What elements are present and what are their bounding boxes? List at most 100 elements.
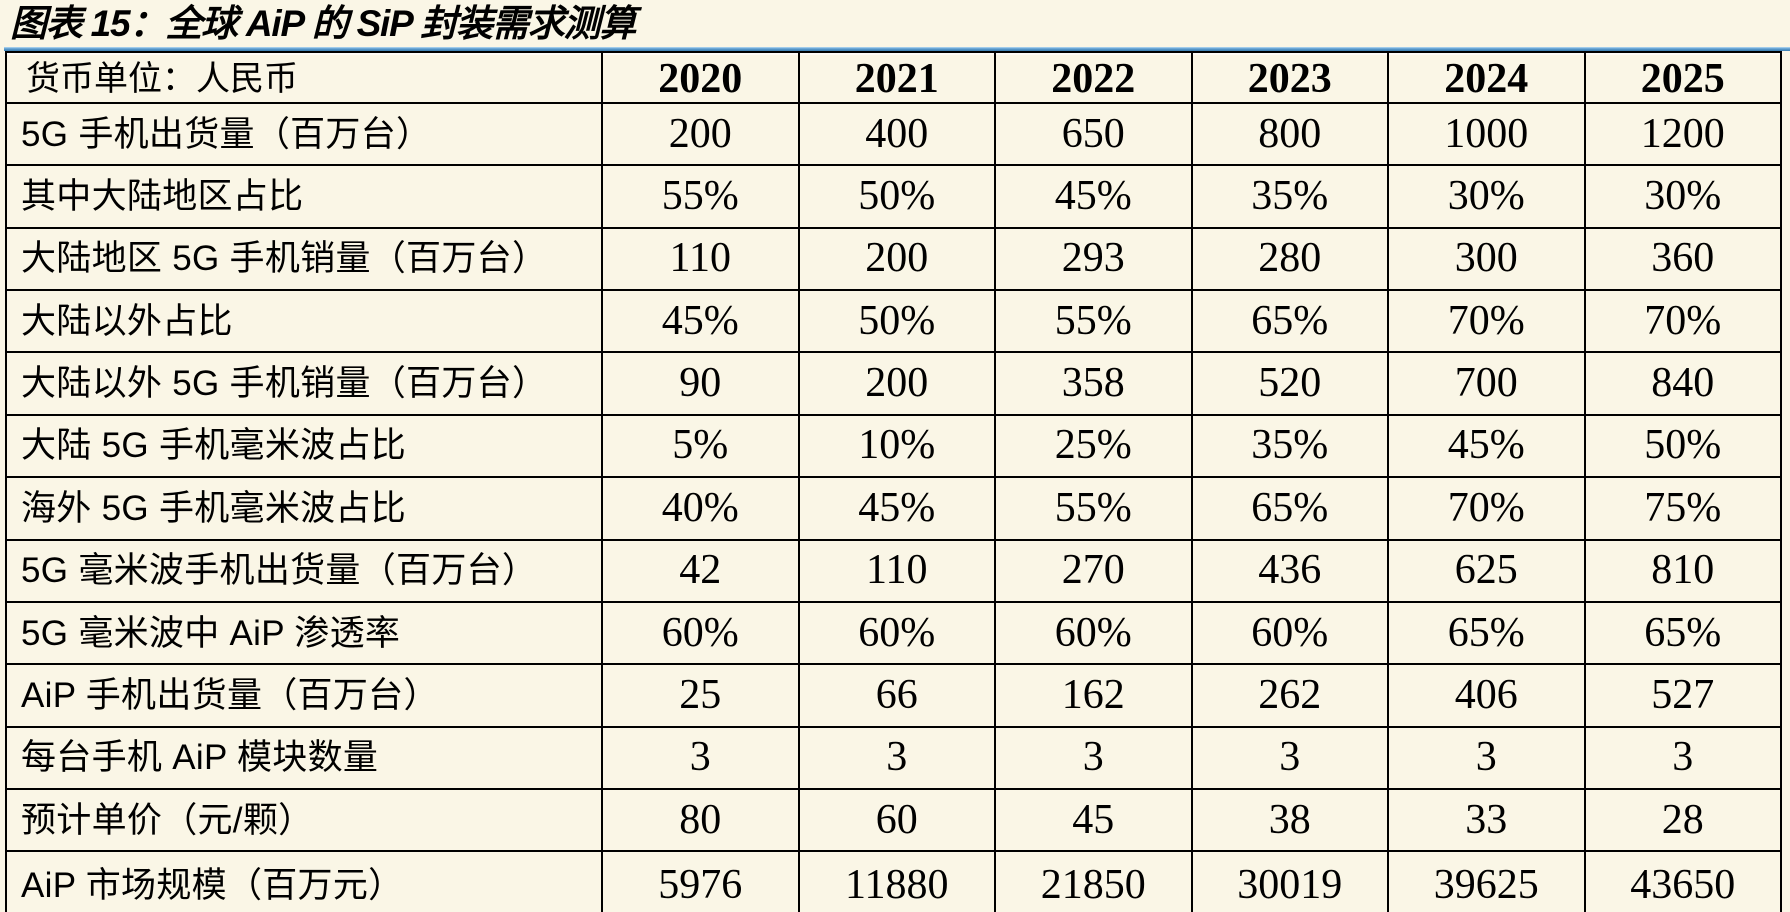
year-header: 2023	[1190, 50, 1389, 105]
year-header: 2020	[601, 50, 800, 105]
table-cell-text: 43650	[1630, 861, 1736, 908]
table-cell: 66	[797, 663, 996, 728]
table-cell: 110	[601, 226, 800, 292]
table-cell: 30%	[1583, 164, 1782, 229]
table-cell-text: 65%	[1644, 609, 1722, 656]
table-cell-text: 1200	[1640, 110, 1725, 157]
table-row: 海外 5G 手机毫米波占比 40% 45% 55% 65% 70% 75%	[5, 476, 1782, 541]
table-row: 大陆地区 5G 手机销量（百万台） 110 200 293 280 300 36…	[5, 226, 1782, 292]
table-cell-text: 650	[1061, 110, 1125, 157]
table-cell-text: 80	[679, 796, 722, 843]
table-cell: 200	[797, 351, 996, 416]
table-row: 其中大陆地区占比 55% 50% 45% 35% 30% 30%	[5, 164, 1782, 229]
table-cell: 3	[601, 725, 800, 790]
table-row: 预计单价（元/颗） 80 60 45 38 33 28	[5, 787, 1782, 853]
table-cell-text: 60%	[1251, 609, 1329, 656]
table-cell: 33	[1387, 787, 1586, 853]
year-header: 2022	[994, 50, 1193, 105]
table-cell: 60%	[994, 600, 1193, 666]
table-cell: 436	[1190, 538, 1389, 603]
table-cell-text: 21850	[1040, 861, 1146, 908]
row-label-text: 大陆 5G 手机毫米波占比	[21, 426, 407, 466]
row-label-text: 其中大陆地区占比	[21, 177, 304, 217]
table-row: 大陆以外 5G 手机销量（百万台） 90 200 358 520 700 840	[5, 351, 1782, 416]
table-cell: 50%	[797, 164, 996, 229]
row-label: 大陆以外占比	[5, 289, 603, 354]
table-cell: 55%	[994, 289, 1193, 354]
title-underline-rule	[4, 46, 1790, 51]
table-cell: 30019	[1190, 850, 1389, 912]
table-cell-text: 33	[1465, 796, 1508, 843]
table-cell: 293	[994, 226, 1193, 292]
year-header-text: 2022	[1051, 55, 1136, 102]
row-label-text: 5G 手机出货量（百万台）	[21, 114, 432, 154]
table-cell-text: 110	[866, 547, 928, 594]
table-cell-text: 5%	[672, 422, 729, 469]
table-cell: 5976	[601, 850, 800, 912]
table-row: 5G 毫米波手机出货量（百万台） 42 110 270 436 625 810	[5, 538, 1782, 603]
table-cell: 60	[797, 787, 996, 853]
table-cell-text: 10%	[858, 422, 936, 469]
table-cell: 90	[601, 351, 800, 416]
table-cell-text: 60%	[661, 609, 739, 656]
table-cell-text: 50%	[858, 297, 936, 344]
table-cell-text: 200	[865, 360, 929, 407]
table-cell-text: 25%	[1054, 422, 1132, 469]
row-label: 5G 手机出货量（百万台）	[5, 102, 603, 167]
table-cell: 3	[1583, 725, 1782, 790]
currency-unit-label-text: 货币单位：人民币	[26, 61, 298, 99]
table-cell-text: 3	[1082, 734, 1104, 781]
table-cell: 25%	[994, 413, 1193, 479]
table-cell: 50%	[797, 289, 996, 354]
table-cell: 40%	[601, 476, 800, 541]
row-label-text: 大陆以外占比	[21, 301, 233, 341]
table-cell-text: 300	[1454, 235, 1518, 282]
table-cell-text: 60%	[1054, 609, 1132, 656]
table-cell-text: 70%	[1447, 484, 1525, 531]
table-cell-text: 45%	[1054, 173, 1132, 220]
row-label: 5G 毫米波中 AiP 渗透率	[5, 600, 603, 666]
row-label-text: 5G 毫米波手机出货量（百万台）	[21, 551, 538, 591]
table-cell-text: 5976	[658, 861, 743, 908]
table-cell-text: 45%	[1447, 422, 1525, 469]
table-cell: 65%	[1387, 600, 1586, 666]
table-cell: 625	[1387, 538, 1586, 603]
table-cell: 110	[797, 538, 996, 603]
table-cell: 200	[601, 102, 800, 167]
table-cell-text: 45%	[661, 297, 739, 344]
table-cell-text: 810	[1651, 547, 1715, 594]
table-cell-text: 55%	[1054, 297, 1132, 344]
table-cell-text: 65%	[1251, 297, 1329, 344]
table-cell: 50%	[1583, 413, 1782, 479]
table-cell: 38	[1190, 787, 1389, 853]
table-cell-text: 3	[1475, 734, 1497, 781]
table-cell: 5%	[601, 413, 800, 479]
table-cell: 3	[797, 725, 996, 790]
table-cell: 162	[994, 663, 1193, 728]
row-label-text: 大陆地区 5G 手机销量（百万台）	[21, 239, 548, 279]
table-cell: 300	[1387, 226, 1586, 292]
table-cell: 280	[1190, 226, 1389, 292]
row-label: 大陆 5G 手机毫米波占比	[5, 413, 603, 479]
table-cell-text: 200	[668, 110, 732, 157]
table-cell: 43650	[1583, 850, 1782, 912]
table-cell: 25	[601, 663, 800, 728]
table-cell: 527	[1583, 663, 1782, 728]
currency-unit-label: 货币单位：人民币	[5, 50, 603, 105]
table-cell-text: 406	[1454, 671, 1518, 718]
table-cell-text: 70%	[1644, 297, 1722, 344]
table-cell-text: 3	[886, 734, 908, 781]
table-cell: 810	[1583, 538, 1782, 603]
table-cell-text: 50%	[858, 173, 936, 220]
table-cell-text: 3	[1279, 734, 1301, 781]
table-row: 5G 毫米波中 AiP 渗透率 60% 60% 60% 60% 65% 65%	[5, 600, 1782, 666]
table-cell-text: 800	[1258, 110, 1322, 157]
table-cell: 520	[1190, 351, 1389, 416]
table-cell: 3	[1387, 725, 1586, 790]
table-cell: 55%	[601, 164, 800, 229]
table-cell: 42	[601, 538, 800, 603]
row-label: 预计单价（元/颗）	[5, 787, 603, 853]
table-cell: 55%	[994, 476, 1193, 541]
year-header-text: 2021	[854, 55, 939, 102]
